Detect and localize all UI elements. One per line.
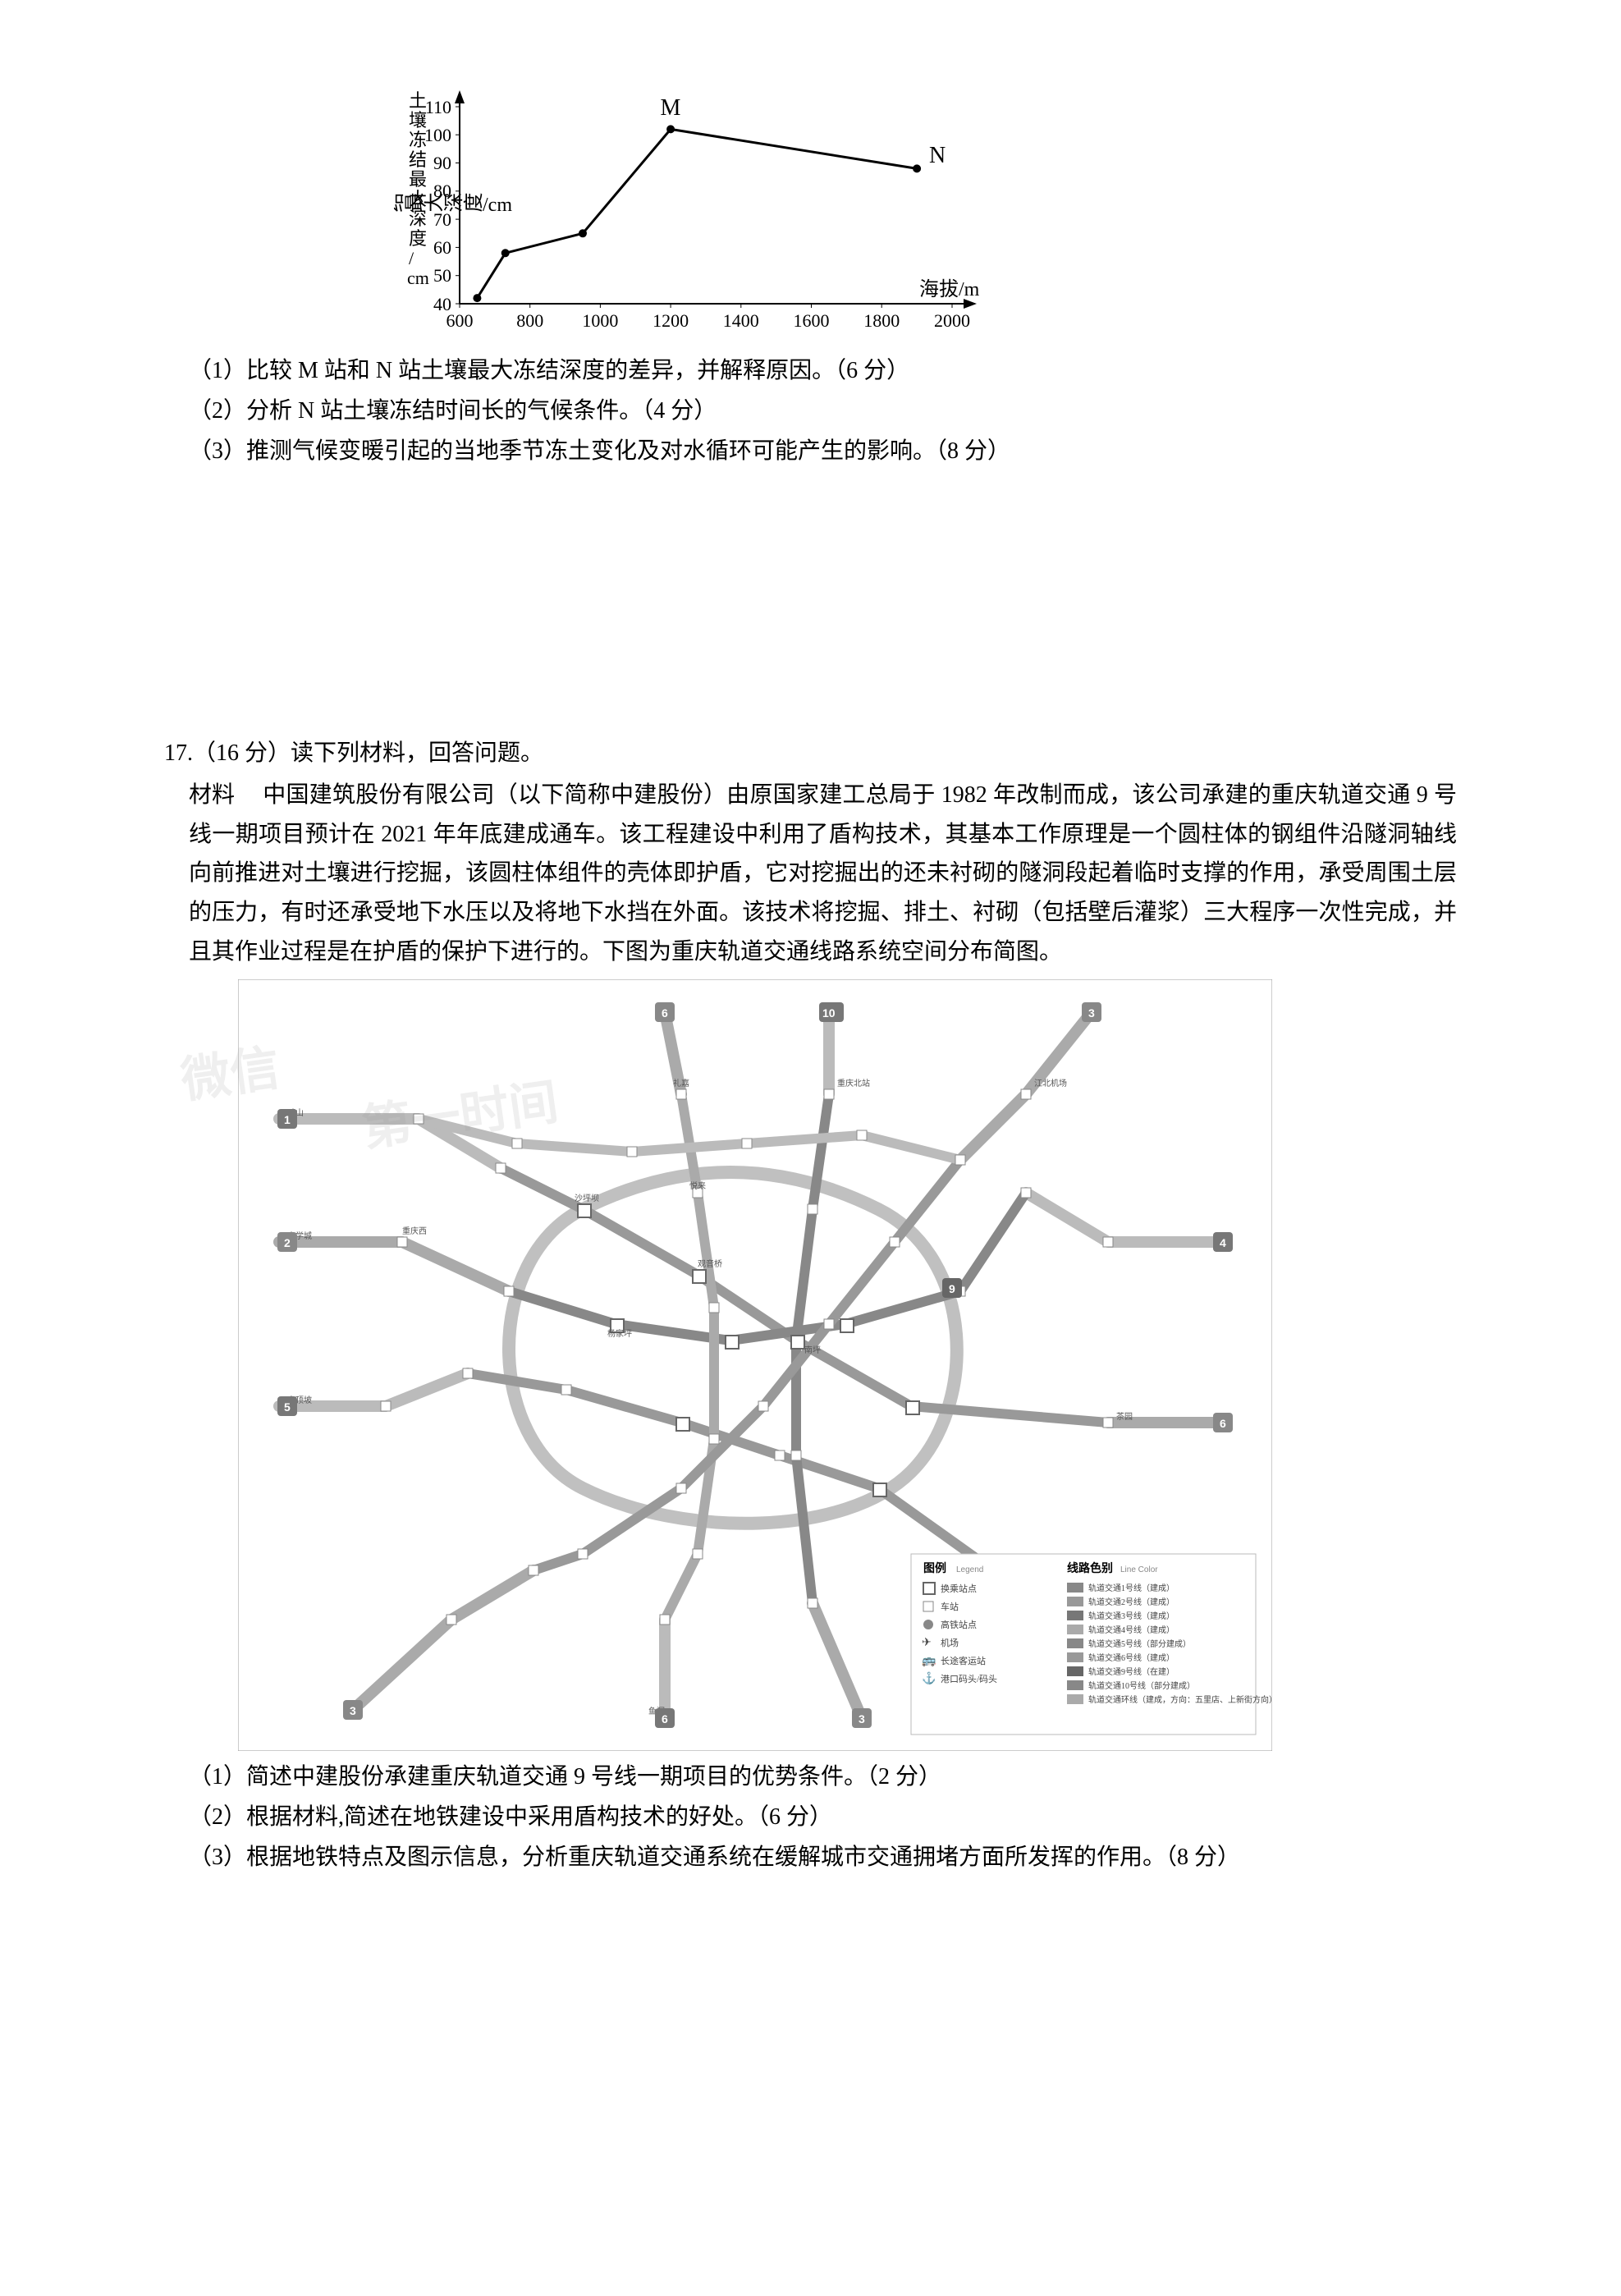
svg-text:1: 1 bbox=[284, 1113, 291, 1126]
svg-text:cm: cm bbox=[407, 268, 429, 288]
svg-text:江北机场: 江北机场 bbox=[1034, 1078, 1067, 1088]
legend-l9: 轨道交通9号线（在建） bbox=[1088, 1666, 1175, 1677]
legend-transfer: 换乘站点 bbox=[941, 1583, 977, 1594]
data-point-1 bbox=[501, 249, 510, 257]
svg-text:最: 最 bbox=[409, 169, 427, 190]
legend-port: 港口码头/码头 bbox=[941, 1674, 997, 1684]
svg-text:重庆西: 重庆西 bbox=[402, 1226, 427, 1236]
legend-highspeed: 高铁站点 bbox=[941, 1619, 977, 1630]
x-ticks: 600 800 1000 1200 1400 1600 1800 2000 bbox=[446, 304, 971, 331]
svg-text:大: 大 bbox=[409, 189, 427, 209]
svg-text:6: 6 bbox=[662, 1712, 668, 1725]
q17-sub3: （3）根据地铁特点及图示信息，分析重庆轨道交通系统在缓解城市交通拥堵方面所发挥的… bbox=[189, 1840, 1457, 1877]
chart-container: 40 50 60 70 80 90 100 110 600 800 1000 1… bbox=[394, 74, 1457, 337]
label-N: N bbox=[929, 143, 946, 168]
q17-number: 17.（16 分）读下列材料，回答问题。 bbox=[164, 736, 1457, 772]
svg-text:重庆北站: 重庆北站 bbox=[837, 1078, 870, 1088]
line-color-title-en: Line Color bbox=[1120, 1565, 1158, 1574]
svg-text:2: 2 bbox=[284, 1236, 291, 1249]
svg-text:南坪: 南坪 bbox=[804, 1345, 821, 1355]
data-point-M bbox=[666, 125, 675, 133]
y-tick-110: 110 bbox=[425, 97, 451, 117]
svg-text:/: / bbox=[409, 248, 414, 268]
svg-text:5: 5 bbox=[284, 1400, 291, 1414]
legend-l6: 轨道交通6号线（建成） bbox=[1088, 1652, 1175, 1663]
y-tick-90: 90 bbox=[433, 153, 451, 173]
y-axis-label-group: 土 壤 冻 结 最 大 深 度 / cm bbox=[407, 90, 429, 288]
svg-text:3: 3 bbox=[1088, 1006, 1095, 1020]
svg-text:6: 6 bbox=[662, 1006, 668, 1020]
svg-text:✈: ✈ bbox=[922, 1637, 932, 1649]
line-color-title: 线路色别 bbox=[1067, 1561, 1113, 1575]
q17-sub1: （1）简述中建股份承建重庆轨道交通 9 号线一期项目的优势条件。（2 分） bbox=[189, 1759, 1457, 1796]
y-tick-60: 60 bbox=[433, 237, 451, 258]
svg-text:土: 土 bbox=[409, 90, 427, 111]
x-tick-600: 600 bbox=[446, 310, 474, 331]
svg-text:深: 深 bbox=[409, 209, 427, 229]
svg-text:9: 9 bbox=[949, 1282, 955, 1295]
svg-text:观音桥: 观音桥 bbox=[698, 1258, 722, 1269]
q17-material: 材料中国建筑股份有限公司（以下简称中建股份）由原国家建工总局于 1982 年改制… bbox=[189, 776, 1457, 971]
legend-coach: 长途客运站 bbox=[941, 1655, 986, 1666]
svg-text:冻: 冻 bbox=[409, 130, 427, 150]
x-axis-label: 海拔/m bbox=[919, 278, 980, 300]
svg-text:度: 度 bbox=[409, 228, 427, 249]
legend-l4: 轨道交通4号线（建成） bbox=[1088, 1625, 1175, 1635]
svg-text:茶园: 茶园 bbox=[1116, 1411, 1133, 1422]
legend-airport: 机场 bbox=[941, 1637, 959, 1648]
x-tick-800: 800 bbox=[516, 310, 543, 331]
data-point-N bbox=[913, 164, 921, 172]
x-tick-1400: 1400 bbox=[723, 310, 759, 331]
legend-title-en: Legend bbox=[956, 1565, 983, 1574]
x-tick-2000: 2000 bbox=[934, 310, 970, 331]
svg-text:4: 4 bbox=[1220, 1236, 1226, 1249]
svg-text:悦来: 悦来 bbox=[689, 1180, 706, 1191]
material-text: 中国建筑股份有限公司（以下简称中建股份）由原国家建工总局于 1982 年改制而成… bbox=[189, 782, 1457, 964]
data-line bbox=[477, 129, 917, 298]
material-label: 材料 bbox=[189, 776, 263, 815]
chongqing-metro-map: 璧山 大学城 尖顶坡 鱼洞 茶园 江北机场 重庆北站 礼嘉 沙坪坝 观音桥 南坪… bbox=[238, 979, 1272, 1751]
y-tick-100: 100 bbox=[424, 125, 451, 145]
svg-text:6: 6 bbox=[1220, 1417, 1226, 1430]
svg-text:10: 10 bbox=[822, 1006, 836, 1020]
legend-l3: 轨道交通3号线（建成） bbox=[1088, 1611, 1175, 1621]
svg-text:⚓: ⚓ bbox=[922, 1671, 936, 1685]
x-tick-1200: 1200 bbox=[653, 310, 689, 331]
legend-title: 图例 bbox=[923, 1561, 946, 1575]
label-M: M bbox=[661, 95, 681, 121]
q16-sub3: （3）推测气候变暖引起的当地季节冻土变化及对水循环可能产生的影响。（8 分） bbox=[189, 433, 1457, 470]
x-tick-1800: 1800 bbox=[863, 310, 900, 331]
metro-map-container: 璧山 大学城 尖顶坡 鱼洞 茶园 江北机场 重庆北站 礼嘉 沙坪坝 观音桥 南坪… bbox=[238, 979, 1457, 1751]
svg-text:🚌: 🚌 bbox=[922, 1655, 936, 1667]
legend-l1: 轨道交通1号线（建成） bbox=[1088, 1583, 1175, 1593]
y-tick-50: 50 bbox=[433, 265, 451, 286]
soil-freeze-depth-chart: 40 50 60 70 80 90 100 110 600 800 1000 1… bbox=[394, 74, 985, 337]
data-point-2 bbox=[579, 229, 587, 237]
q16-sub1: （1）比较 M 站和 N 站土壤最大冻结深度的差异，并解释原因。（6 分） bbox=[189, 353, 1457, 390]
svg-text:结: 结 bbox=[409, 149, 427, 170]
q16-sub2: （2）分析 N 站土壤冻结时间长的气候条件。（4 分） bbox=[189, 393, 1457, 430]
x-tick-1000: 1000 bbox=[582, 310, 618, 331]
legend-station: 车站 bbox=[941, 1601, 959, 1612]
legend-loop: 轨道交通环线（建成，方向：五里店、上新街方向）等 bbox=[1088, 1694, 1272, 1705]
legend-l5: 轨道交通5号线（部分建成） bbox=[1088, 1638, 1191, 1649]
svg-text:壤: 壤 bbox=[409, 110, 427, 131]
legend-l10: 轨道交通10号线（部分建成） bbox=[1088, 1680, 1195, 1691]
q17-sub2: （2）根据材料,简述在地铁建设中采用盾构技术的好处。（6 分） bbox=[189, 1799, 1457, 1836]
svg-text:3: 3 bbox=[859, 1712, 865, 1725]
data-point-0 bbox=[473, 294, 481, 302]
svg-text:沙坪坝: 沙坪坝 bbox=[575, 1193, 599, 1203]
svg-text:杨家坪: 杨家坪 bbox=[607, 1328, 632, 1339]
x-tick-1600: 1600 bbox=[794, 310, 830, 331]
svg-text:礼嘉: 礼嘉 bbox=[673, 1078, 689, 1088]
svg-text:3: 3 bbox=[350, 1704, 356, 1717]
map-legend: 图例 Legend 线路色别 Line Color 换乘站点 车站 高铁站点 ✈… bbox=[911, 1554, 1272, 1735]
legend-l2: 轨道交通2号线（建成） bbox=[1088, 1597, 1175, 1607]
